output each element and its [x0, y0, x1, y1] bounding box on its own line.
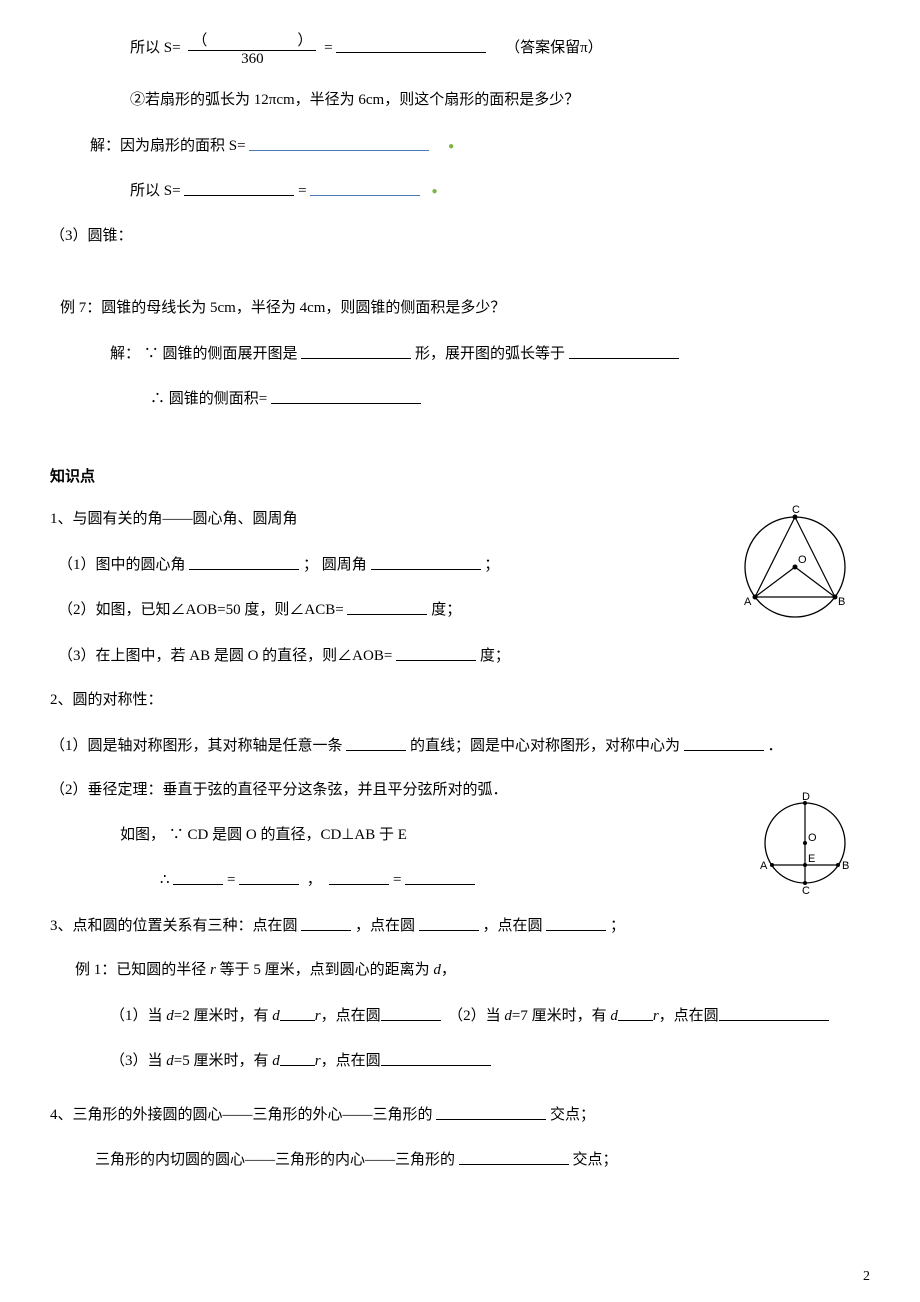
- blank: [329, 869, 389, 885]
- blank: [346, 735, 406, 751]
- example-1-1-2: （1）当 d=2 厘米时，有 dr，点在圆 （2）当 d=7 厘米时，有 dr，…: [50, 1004, 870, 1028]
- label-o: O: [808, 832, 817, 844]
- k2-3: = ， =: [50, 868, 870, 892]
- green-dot-icon: ●: [432, 186, 438, 197]
- blank: [405, 869, 475, 885]
- green-dot-icon: ●: [448, 141, 454, 152]
- blank: [239, 869, 299, 885]
- blank: [569, 343, 679, 359]
- figure-2-perpendicular-diameter: D O E A B C: [750, 795, 860, 903]
- label-e: E: [808, 853, 815, 865]
- blank: [301, 343, 411, 359]
- heading-knowledge: 知识点: [50, 466, 870, 489]
- example-7: 例 7：圆锥的母线长为 5cm，半径为 4cm，则圆锥的侧面积是多少？: [50, 297, 870, 320]
- label-b: B: [842, 860, 849, 872]
- formula-line-1: 所以 S= （） 360 = （答案保留π）: [50, 30, 870, 67]
- because-icon: [144, 346, 159, 362]
- k2-1: （1）圆是轴对称图形，其对称轴是任意一条 的直线；圆是中心对称图形，对称中心为 …: [50, 734, 870, 758]
- circle-diagram-1: C O A B: [730, 505, 860, 625]
- solution-line-4: 所以 S= = ●: [50, 179, 870, 203]
- blank: [280, 1050, 315, 1066]
- blank: [310, 180, 420, 196]
- label-c: C: [802, 885, 810, 897]
- blank: [336, 37, 486, 53]
- blank: [381, 1050, 491, 1066]
- k2: 2、圆的对称性：: [50, 689, 870, 712]
- blank: [347, 599, 427, 615]
- equals: =: [324, 40, 332, 56]
- blank: [436, 1104, 546, 1120]
- blank: [618, 1005, 653, 1021]
- blank: [419, 915, 479, 931]
- section-3-cone: （3）圆锥：: [50, 225, 870, 248]
- blank: [371, 554, 481, 570]
- label-a: A: [744, 596, 752, 608]
- therefore-icon: [160, 872, 170, 888]
- question-2: ②若扇形的弧长为 12πcm，半径为 6cm，则这个扇形的面积是多少？: [50, 89, 870, 112]
- blank: [719, 1005, 829, 1021]
- page-container: 所以 S= （） 360 = （答案保留π） ②若扇形的弧长为 12πcm，半径…: [0, 0, 920, 1302]
- k2-2: （2）垂径定理：垂直于弦的直径平分这条弦，并且平分弦所对的弧．: [50, 779, 870, 802]
- circle-diagram-2: D O E A B C: [750, 795, 860, 895]
- denominator: 360: [188, 51, 316, 68]
- blank: [546, 915, 606, 931]
- k3: 3、点和圆的位置关系有三种：点在圆 ，点在圆 ，点在圆 ；: [50, 914, 870, 938]
- page-number: 2: [863, 1266, 870, 1287]
- blank: [280, 1005, 315, 1021]
- label-d: D: [802, 791, 810, 803]
- k4a: 4、三角形的外接圆的圆心——三角形的外心——三角形的 交点；: [50, 1103, 870, 1127]
- blank: [684, 735, 764, 751]
- therefore-icon: [150, 391, 165, 407]
- note: （答案保留π）: [505, 40, 603, 56]
- k4c: 三角形的内切圆的圆心——三角形的内心——三角形的 交点；: [50, 1148, 870, 1172]
- because-icon: [169, 827, 184, 843]
- k2-2a: 如图， CD 是圆 O 的直径，CD⊥AB 于 E: [50, 824, 870, 847]
- solution-line-8: 圆锥的侧面积=: [50, 387, 870, 411]
- blank: [184, 180, 294, 196]
- blank: [271, 388, 421, 404]
- blank: [173, 869, 223, 885]
- label-c: C: [792, 504, 800, 516]
- blank: [301, 915, 351, 931]
- blank: [381, 1005, 441, 1021]
- figure-1-circle-angles: C O A B: [730, 505, 860, 633]
- blank: [249, 135, 429, 151]
- text: 所以 S=: [130, 40, 181, 56]
- blank: [396, 645, 476, 661]
- blank: [207, 31, 297, 46]
- blank: [459, 1149, 569, 1165]
- blank: [189, 554, 299, 570]
- label-b: B: [838, 596, 845, 608]
- label-a: A: [760, 860, 768, 872]
- example-1: 例 1：已知圆的半径 r 等于 5 厘米，点到圆心的距离为 d，: [50, 959, 870, 982]
- k1-3: （3）在上图中，若 AB 是圆 O 的直径，则∠AOB= 度；: [50, 644, 870, 668]
- label-o: O: [798, 554, 807, 566]
- numerator: （）: [188, 30, 316, 51]
- example-1-3: （3）当 d=5 厘米时，有 dr，点在圆: [50, 1049, 870, 1073]
- solution-line-3: 解：因为扇形的面积 S= ●: [50, 134, 870, 158]
- fraction: （） 360: [188, 30, 316, 67]
- solution-line-7: 解： 圆锥的侧面展开图是 形，展开图的弧长等于: [50, 342, 870, 366]
